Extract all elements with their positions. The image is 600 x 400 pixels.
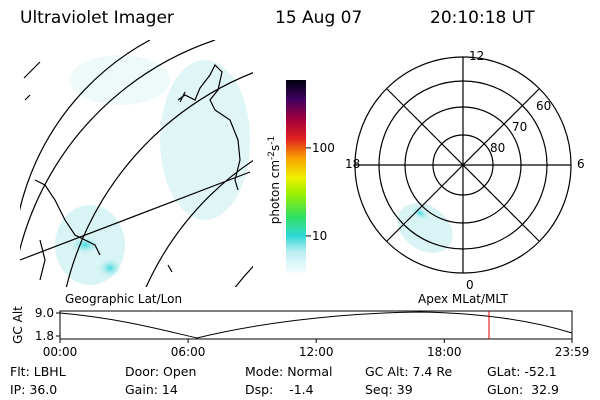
info-field: Gain: 14 <box>125 382 178 397</box>
x-tick-label: 12:00 <box>299 345 334 359</box>
panel-label: Apex MLat/MLT <box>418 292 508 306</box>
mlt-label: 6 <box>577 157 585 171</box>
tick-label: 100 <box>312 141 335 155</box>
info-field: Seq: 39 <box>365 382 413 397</box>
timeline-frame <box>59 310 573 340</box>
title: Ultraviolet Imager <box>20 8 174 28</box>
info-field: Mode: Normal <box>245 364 332 379</box>
info-field: IP: 36.0 <box>10 382 57 397</box>
mlat-label: 60 <box>536 99 551 113</box>
y-axis-label: GC Alt <box>11 306 25 344</box>
panel-label: Geographic Lat/Lon <box>65 292 182 306</box>
info-field: Door: Open <box>125 364 196 379</box>
info-field: GLat: -52.1 <box>487 364 557 379</box>
info-field: GC Alt: 7.4 Re <box>365 364 452 379</box>
x-tick-label: 18:00 <box>427 345 462 359</box>
tick-label: 10 <box>312 229 327 243</box>
colorbar <box>286 80 306 275</box>
y-tick-label: 9.0 <box>35 306 54 320</box>
mlt-label: 12 <box>469 49 484 63</box>
timeline-axes: 9.0 1.8 00:00 06:00 12:00 18:00 23:59 <box>35 306 589 359</box>
x-tick-label: 00:00 <box>43 345 78 359</box>
mlat-label: 80 <box>490 141 505 155</box>
orbit-altitude <box>59 311 573 339</box>
unit: s <box>268 145 282 151</box>
info-field: Dsp: -1.4 <box>245 382 314 397</box>
unit: photon cm <box>268 160 282 224</box>
info-table: Flt: LBHL Door: Open Mode: Normal GC Alt: 7… <box>10 364 559 397</box>
exponent: -1 <box>267 136 277 145</box>
polar-map <box>354 56 572 274</box>
exponent: -2 <box>267 151 277 160</box>
geo-map <box>20 40 253 287</box>
mlt-label: 18 <box>345 157 360 171</box>
time: 20:10:18 UT <box>430 8 535 28</box>
mlt-label: 0 <box>466 278 474 292</box>
polar-labels: 12 18 6 0 60 70 80 <box>345 49 585 292</box>
y-tick-label: 1.8 <box>35 329 54 343</box>
info-field: Flt: LBHL <box>10 364 66 379</box>
x-tick-label: 23:59 <box>555 345 590 359</box>
x-tick-label: 06:00 <box>171 345 206 359</box>
colorbar-ticks: 10 100 <box>306 141 335 243</box>
mlat-label: 70 <box>512 120 527 134</box>
colorbar-label: photon cm-2s-1 <box>267 136 282 225</box>
info-field: GLon: 32.9 <box>487 382 559 397</box>
date: 15 Aug 07 <box>275 8 362 28</box>
